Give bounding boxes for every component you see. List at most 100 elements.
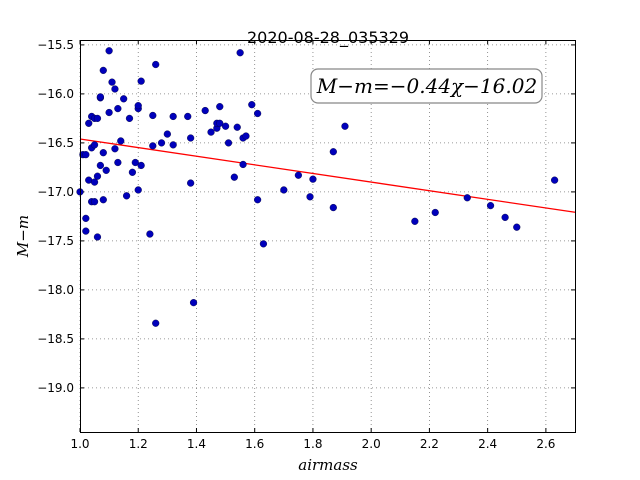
x-tick-label: 2.4 xyxy=(478,437,497,451)
data-point xyxy=(501,213,509,221)
y-tick-label: −16.5 xyxy=(37,136,74,150)
data-point xyxy=(216,103,224,111)
data-point xyxy=(431,208,439,217)
y-tick-label: −18.0 xyxy=(37,283,74,297)
data-point xyxy=(96,93,104,101)
x-tick-label: 1.0 xyxy=(70,437,89,451)
data-point xyxy=(120,95,128,103)
data-point xyxy=(149,111,157,120)
data-point xyxy=(114,158,122,167)
x-tick-label: 1.6 xyxy=(245,437,264,451)
data-point xyxy=(329,148,337,156)
data-point xyxy=(99,149,107,157)
data-point xyxy=(163,130,171,138)
data-point xyxy=(82,214,90,222)
data-point xyxy=(242,132,250,140)
fit-equation-frame xyxy=(310,68,543,104)
data-point xyxy=(341,122,349,130)
x-axis-label: airmass xyxy=(298,456,358,474)
data-point xyxy=(230,173,238,181)
data-point xyxy=(486,202,495,210)
data-point xyxy=(90,178,99,186)
data-point xyxy=(152,60,160,69)
x-tick-label: 1.4 xyxy=(187,437,206,451)
data-point xyxy=(187,179,195,187)
data-point xyxy=(111,85,119,93)
x-tick-label: 1.8 xyxy=(303,437,322,451)
data-point xyxy=(117,137,125,145)
data-point xyxy=(254,109,262,118)
data-point xyxy=(207,128,215,136)
data-point xyxy=(137,161,145,170)
data-point xyxy=(294,171,302,179)
data-point xyxy=(122,192,131,200)
data-point xyxy=(105,47,113,55)
data-point xyxy=(551,176,559,184)
data-point xyxy=(96,161,104,170)
data-point xyxy=(82,227,90,235)
data-points xyxy=(76,47,559,327)
fit-line-group xyxy=(79,138,576,213)
data-point xyxy=(411,217,419,225)
grid xyxy=(79,40,575,432)
data-point xyxy=(236,49,244,57)
data-point xyxy=(259,240,268,248)
x-tick-label: 2.0 xyxy=(362,437,381,451)
data-point xyxy=(90,198,99,206)
y-axis-label: M−m xyxy=(14,215,32,258)
data-point xyxy=(280,186,288,194)
data-point xyxy=(184,112,192,121)
y-tick-label: −15.5 xyxy=(37,38,74,52)
x-tick-label: 1.2 xyxy=(129,437,148,451)
data-point xyxy=(125,114,134,123)
y-tick-label: −19.0 xyxy=(37,381,74,395)
data-point xyxy=(114,104,122,113)
data-point xyxy=(90,141,99,149)
data-point xyxy=(149,142,157,150)
data-point xyxy=(131,158,139,167)
data-point xyxy=(137,77,145,85)
y-tick-label: −18.5 xyxy=(37,332,74,346)
data-point xyxy=(99,196,107,204)
data-point xyxy=(102,166,110,174)
data-point xyxy=(134,102,142,110)
plot-frame xyxy=(80,40,576,433)
y-tick-label: −17.0 xyxy=(37,185,74,199)
data-point xyxy=(93,172,102,180)
x-tick-label: 2.6 xyxy=(536,437,555,451)
data-point xyxy=(216,119,224,127)
fit-line xyxy=(79,138,576,213)
data-point xyxy=(157,139,166,147)
data-point xyxy=(93,233,102,241)
data-point xyxy=(224,139,233,147)
y-tick-label: −17.5 xyxy=(37,234,74,248)
y-tick-label: −16.0 xyxy=(37,87,74,101)
data-point xyxy=(513,223,521,231)
data-point xyxy=(93,114,102,123)
data-point xyxy=(309,175,317,183)
data-point xyxy=(169,112,177,121)
fit-equation-text: M−m=−0.44χ−16.02 xyxy=(316,74,537,98)
x-tick-label: 2.2 xyxy=(420,437,439,451)
data-point xyxy=(85,119,93,127)
data-point xyxy=(189,299,198,307)
data-point xyxy=(306,193,314,201)
data-point xyxy=(329,203,337,212)
data-point xyxy=(108,78,116,86)
data-point xyxy=(201,106,209,115)
data-point xyxy=(152,319,160,327)
data-point xyxy=(169,141,177,149)
data-point xyxy=(463,194,471,202)
chart-title: 2020-08-28_035329 xyxy=(247,28,409,48)
data-point xyxy=(146,230,154,238)
data-point xyxy=(248,101,256,109)
data-point xyxy=(239,160,247,169)
data-point xyxy=(99,66,107,74)
data-point xyxy=(187,134,195,142)
data-point xyxy=(254,196,262,204)
data-point xyxy=(105,108,113,117)
data-point xyxy=(221,122,230,130)
data-point xyxy=(111,145,119,153)
fit-equation-box: M−m=−0.44χ−16.02 xyxy=(310,68,543,104)
